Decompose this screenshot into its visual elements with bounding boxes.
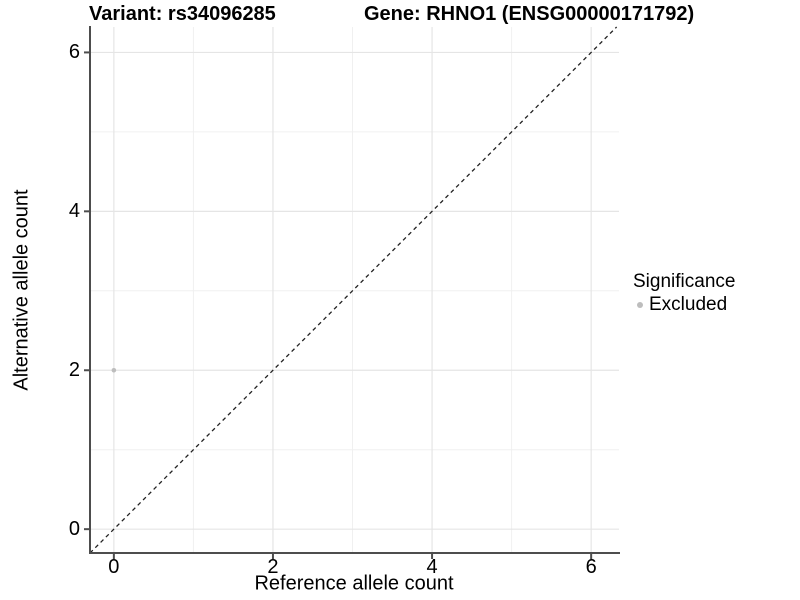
y-tick-label: 4 xyxy=(68,200,80,223)
x-tick-label: 2 xyxy=(267,556,279,578)
y-tick-label: 2 xyxy=(68,359,80,382)
x-tick-label: 6 xyxy=(585,556,597,578)
legend-title: Significance xyxy=(633,271,736,292)
legend-item-label: Excluded xyxy=(649,294,728,315)
data-point xyxy=(111,367,117,373)
legend-item-excluded: Excluded xyxy=(633,294,735,316)
x-axis-title: Reference allele count xyxy=(254,572,454,595)
identity-line xyxy=(89,26,618,554)
x-tick-label: 0 xyxy=(108,556,120,578)
plot-title-gene: Gene: RHNO1 (ENSG00000171792) xyxy=(364,3,695,25)
legend: Significance Excluded xyxy=(633,271,735,316)
legend-point-icon xyxy=(637,302,643,308)
y-tick-label: 0 xyxy=(68,518,80,541)
x-tick-label: 4 xyxy=(426,556,438,578)
plot-title-variant: Variant: rs34096285 xyxy=(89,3,276,25)
y-tick-label: 6 xyxy=(68,41,80,64)
